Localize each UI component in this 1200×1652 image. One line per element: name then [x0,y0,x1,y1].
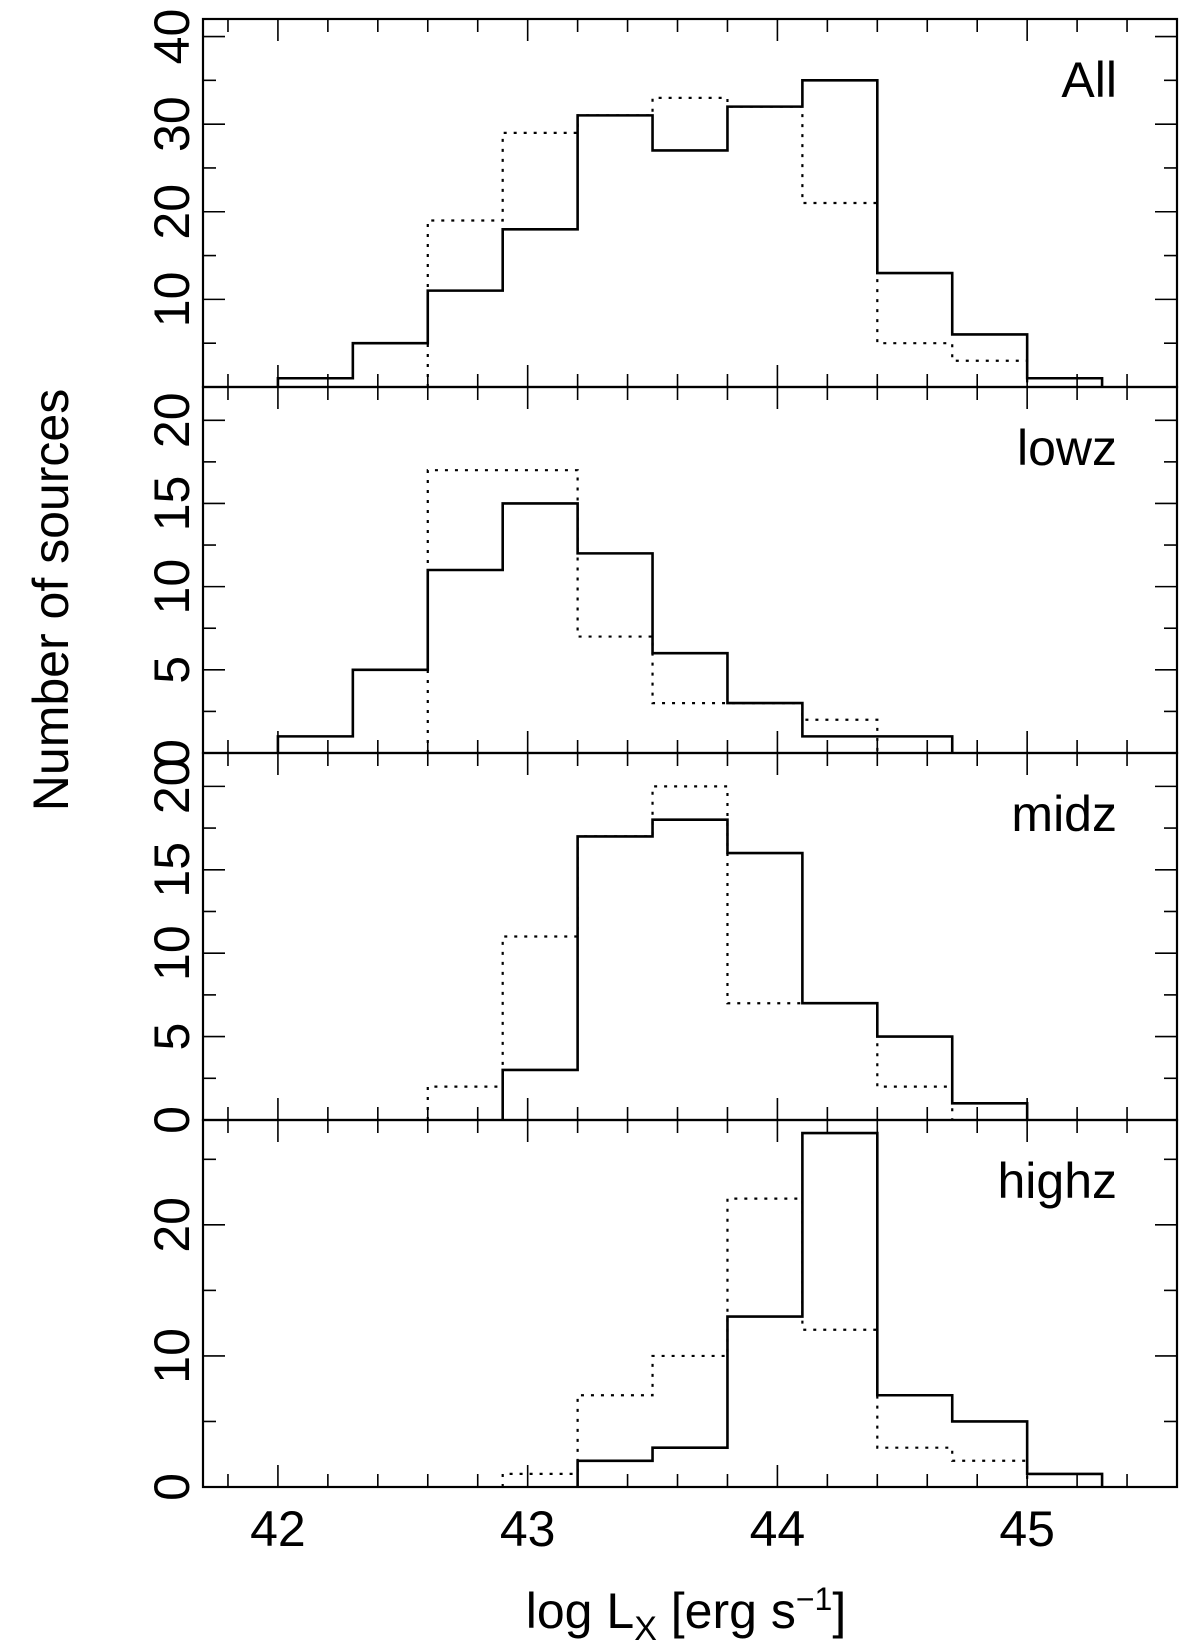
panel-label: All [1061,52,1117,108]
x-tick-label: 43 [500,1501,556,1557]
dotted-histogram [426,96,1029,387]
y-tick-label: 15 [144,842,200,898]
solid-histogram [276,502,954,753]
panel-highz: 0 10 20 highz [144,1118,1179,1501]
panel-All: 10 20 30 40 All [144,9,1179,389]
x-tick-label: 44 [750,1501,806,1557]
y-tick-label: 20 [144,1197,200,1253]
x-label-subscript: X [634,1610,657,1648]
panel-frame [201,17,1179,389]
dotted-histogram [501,1197,1029,1487]
x-label-superscript: −1 [796,1581,832,1617]
x-tick-label: 45 [999,1501,1055,1557]
panel-midz: 0 5 10 15 20 midz [144,751,1179,1134]
panel-lowz: 0 5 10 15 20 lowz [144,385,1179,767]
y-tick-label: 20 [144,184,200,240]
y-tick-label: 0 [144,739,200,767]
x-tick-label: 42 [250,1501,306,1557]
solid-histogram [276,79,1104,387]
x-label-main: log L [526,1583,634,1639]
y-tick-label: 10 [144,272,200,328]
panel-frame [201,1118,1179,1489]
solid-histogram [501,818,1029,1120]
solid-histogram [576,1131,1104,1487]
y-tick-label: 15 [144,476,200,532]
panel-label: midz [1011,786,1117,842]
y-tick-label: 10 [144,1328,200,1384]
y-tick-label: 10 [144,559,200,615]
x-axis-label: log LX [erg s−1] [526,1581,846,1648]
panel-label: lowz [1017,420,1117,476]
panels-group: 10 20 30 40 All 0 5 10 15 20 lowz 0 5 10 15 20 midz 0 10 20… [144,9,1179,1501]
y-tick-label: 5 [144,656,200,684]
y-axis-label: Number of sources [23,389,79,811]
y-tick-label: 0 [144,1473,200,1501]
panel-label: highz [997,1153,1117,1209]
y-tick-label: 5 [144,1023,200,1051]
y-tick-label: 30 [144,96,200,152]
y-tick-label: 0 [144,1106,200,1134]
y-tick-label: 20 [144,759,200,815]
x-label-end: ] [832,1583,846,1639]
y-tick-label: 10 [144,925,200,981]
y-tick-label: 40 [144,9,200,65]
y-tick-label: 20 [144,392,200,448]
x-label-rest: [erg s [657,1583,796,1639]
x-axis: 42 43 44 45 [250,1501,1055,1557]
